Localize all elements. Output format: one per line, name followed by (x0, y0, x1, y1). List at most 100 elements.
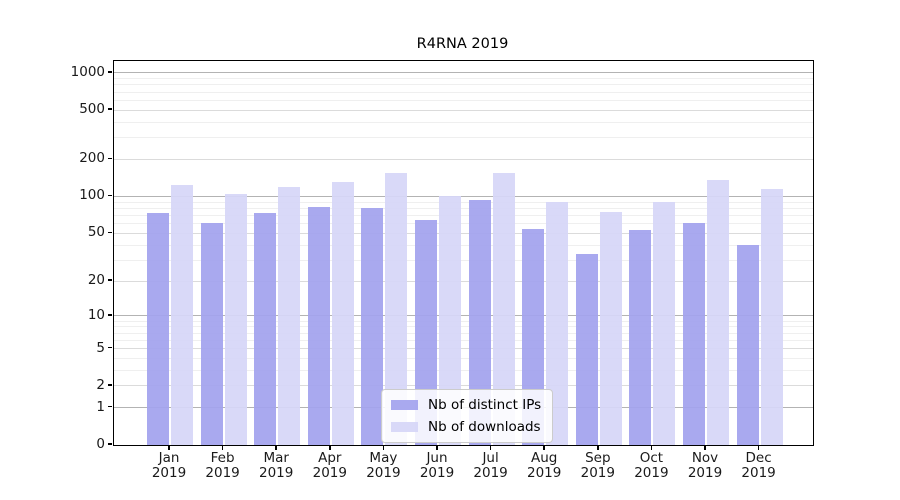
x-tick-label: Dec 2019 (727, 451, 791, 480)
x-tick-label: Jan 2019 (137, 451, 201, 480)
x-tick-mark (168, 445, 170, 450)
x-tick-mark (382, 445, 385, 450)
y-tick-mark (108, 194, 112, 197)
y-tick-label: 500 (79, 101, 105, 118)
x-tick-label: Jul 2019 (459, 451, 523, 480)
gridline (114, 320, 813, 322)
x-tick-label: Jun 2019 (405, 451, 469, 480)
y-tick-label: 1000 (70, 63, 105, 80)
y-tick-mark (108, 71, 112, 73)
bar-downloads-jan (171, 184, 193, 445)
bar-distinct-ips-mar (254, 213, 277, 445)
legend-item-distinct-ips: Nb of distinct IPs (391, 397, 541, 413)
bar-distinct-ips-apr (307, 207, 330, 445)
y-tick-mark (108, 279, 112, 281)
x-tick-mark (329, 445, 331, 450)
gridline (114, 223, 813, 225)
x-tick-label: Oct 2019 (619, 451, 683, 480)
x-tick-label: Apr 2019 (298, 451, 362, 480)
y-tick-mark (108, 108, 112, 110)
x-tick-month: Mar (263, 450, 289, 466)
x-tick-mark (221, 445, 224, 450)
y-tick-label: 1 (96, 398, 105, 415)
x-tick-year: 2019 (473, 464, 508, 481)
gridline (114, 121, 813, 123)
x-tick-year: 2019 (634, 464, 669, 481)
gridline (114, 232, 813, 234)
gridline (114, 91, 813, 93)
x-tick-label: Sep 2019 (566, 451, 630, 480)
x-tick-month: Apr (318, 450, 342, 466)
x-tick-year: 2019 (687, 464, 723, 481)
gridline (114, 207, 813, 209)
x-tick-year: 2019 (312, 464, 347, 481)
y-tick-mark (108, 405, 112, 408)
x-tick-month: Jul (482, 450, 499, 466)
bar-distinct-ips-jun (415, 220, 437, 445)
y-tick-label: 200 (79, 150, 105, 167)
gridline (114, 84, 813, 86)
y-tick-label: 20 (87, 272, 105, 289)
x-tick-year: 2019 (259, 464, 294, 481)
y-tick-mark (108, 157, 112, 160)
x-tick-month: May (369, 450, 398, 466)
bar-distinct-ips-nov (683, 222, 705, 445)
gridline (114, 195, 813, 197)
gridline (114, 72, 813, 74)
gridline (114, 201, 813, 203)
x-tick-month: Aug (531, 450, 558, 466)
gridline (114, 339, 813, 341)
y-tick-mark (108, 384, 112, 386)
y-tick-mark (108, 443, 112, 445)
gridline (114, 137, 813, 139)
bar-downloads-oct (653, 202, 676, 445)
gridline (114, 259, 813, 261)
plot-area: Nb of distinct IPs Nb of downloads (113, 60, 814, 446)
gridline (114, 385, 813, 387)
y-tick-label: 0 (96, 436, 105, 452)
y-tick-label: 100 (79, 187, 105, 204)
gridline (114, 280, 813, 282)
x-tick-year: 2019 (366, 464, 401, 481)
legend: Nb of distinct IPs Nb of downloads (381, 389, 554, 443)
chart-title: R4RNA 2019 (416, 36, 509, 52)
x-tick-month: Nov (691, 450, 719, 466)
y-tick-mark (108, 346, 112, 349)
bar-downloads-may (385, 173, 408, 445)
gridline (114, 214, 813, 216)
gridline (114, 369, 813, 371)
x-tick-month: Dec (745, 450, 772, 466)
x-tick-year: 2019 (151, 464, 187, 481)
x-tick-month: Feb (210, 450, 235, 466)
x-tick-year: 2019 (205, 464, 240, 481)
gridline (114, 78, 813, 80)
gridline (114, 332, 813, 334)
x-tick-label: May 2019 (351, 451, 415, 480)
gridline (114, 244, 813, 246)
gridline (114, 348, 813, 349)
bar-downloads-nov (707, 180, 729, 445)
x-tick-mark (275, 445, 277, 450)
bar-downloads-sep (599, 211, 622, 445)
x-tick-mark (650, 445, 653, 450)
x-tick-mark (436, 445, 438, 450)
legend-swatch-downloads (391, 422, 418, 432)
y-tick-label: 2 (96, 376, 105, 393)
legend-swatch-distinct-ips (391, 400, 418, 410)
x-tick-month: Jan (158, 450, 180, 466)
gridline (114, 109, 813, 111)
y-tick-label: 5 (96, 339, 105, 356)
x-tick-year: 2019 (527, 464, 562, 481)
legend-item-downloads: Nb of downloads (391, 419, 541, 435)
bar-downloads-jun (439, 195, 461, 445)
x-tick-label: Feb 2019 (191, 451, 255, 480)
bar-downloads-apr (331, 182, 354, 445)
x-tick-mark (757, 445, 760, 450)
x-tick-label: Aug 2019 (512, 451, 576, 480)
y-tick-label: 10 (87, 306, 105, 323)
bar-downloads-dec (760, 189, 783, 445)
x-tick-year: 2019 (580, 464, 615, 481)
bar-distinct-ips-jul (468, 199, 491, 445)
x-tick-month: Sep (585, 450, 611, 466)
